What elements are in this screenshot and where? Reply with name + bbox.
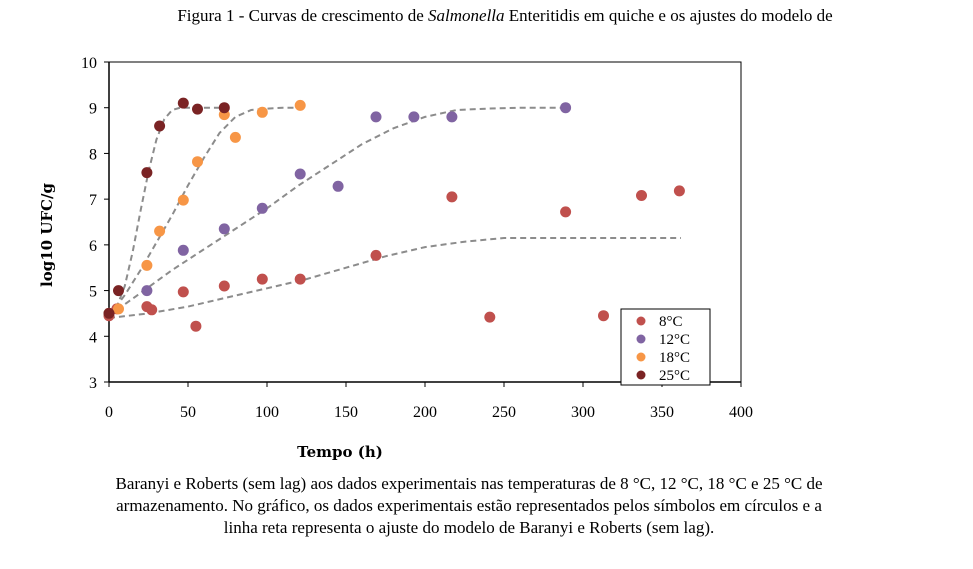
data-point <box>218 102 230 114</box>
data-point <box>294 273 306 285</box>
x-tick-label: 50 <box>180 404 196 421</box>
x-tick-label: 250 <box>492 404 516 421</box>
legend-label: 8°C <box>659 314 683 330</box>
data-point <box>484 311 496 323</box>
x-tick-label: 0 <box>105 404 113 421</box>
x-tick-label: 300 <box>571 404 595 421</box>
caption-top-italic: Salmonella <box>428 6 505 25</box>
data-point <box>446 111 458 123</box>
data-point <box>177 194 189 206</box>
x-axis-label: Tempo (h) <box>297 443 383 461</box>
caption-bottom-line-1: Baranyi e Roberts (sem lag) aos dados ex… <box>115 474 823 493</box>
fit-curve <box>108 237 681 319</box>
x-tick-label: 400 <box>729 404 753 421</box>
data-point <box>256 202 268 214</box>
y-tick-label: 5 <box>89 284 97 301</box>
data-point <box>113 285 124 297</box>
fit-curve <box>108 106 301 317</box>
data-point <box>446 191 458 203</box>
data-point <box>177 97 189 109</box>
data-point <box>113 303 124 315</box>
legend-box <box>620 308 711 386</box>
data-point <box>190 320 202 332</box>
legend-label: 25°C <box>659 368 690 384</box>
y-tick-label: 3 <box>89 375 97 392</box>
x-tick-label: 200 <box>413 404 437 421</box>
data-point <box>598 310 609 322</box>
data-point <box>332 180 344 192</box>
fit-curve <box>108 106 228 317</box>
fit-curve <box>108 106 566 317</box>
data-point <box>103 307 115 319</box>
caption-bottom-line-2: armazenamento. No gráfico, os dados expe… <box>116 496 822 515</box>
y-tick-label: 9 <box>89 101 97 118</box>
data-point <box>154 225 166 237</box>
data-point <box>370 249 382 261</box>
data-point <box>218 280 230 292</box>
y-tick-label: 4 <box>89 329 97 346</box>
data-point <box>560 206 572 218</box>
data-point <box>256 106 268 118</box>
data-point <box>141 259 153 271</box>
data-points-layer <box>103 97 685 332</box>
data-point <box>636 190 647 201</box>
x-tick-label: 350 <box>650 404 674 421</box>
legend-label: 12°C <box>659 332 690 348</box>
x-tick-label: 100 <box>255 404 279 421</box>
data-point <box>294 99 306 111</box>
x-tick-label: 150 <box>334 404 358 421</box>
data-point <box>192 103 203 115</box>
data-point <box>154 120 166 132</box>
data-point <box>256 273 268 285</box>
data-point <box>294 168 306 180</box>
data-point <box>177 286 189 298</box>
fit-curves-layer <box>108 106 681 319</box>
data-point <box>177 244 189 256</box>
y-tick-label: 6 <box>89 238 97 255</box>
data-point <box>560 102 572 114</box>
y-axis-label: log10 UFC/g <box>38 183 56 287</box>
data-point <box>218 223 230 235</box>
legend-marker <box>636 316 646 326</box>
legend-label: 18°C <box>659 350 690 366</box>
data-point <box>673 185 685 197</box>
data-point <box>192 156 203 168</box>
legend-marker <box>636 370 646 380</box>
y-tick-label: 10 <box>81 55 97 72</box>
figure-caption-bottom: Baranyi e Roberts (sem lag) aos dados ex… <box>0 473 938 539</box>
caption-top-prefix: Figura 1 - Curvas de crescimento de <box>177 6 429 25</box>
caption-top-suffix: Enteritidis em quiche e os ajustes do mo… <box>504 6 833 25</box>
legend: 8°C 12°C 18°C 25°C <box>620 308 711 386</box>
legend-marker <box>636 352 646 362</box>
y-tick-label: 7 <box>89 192 97 209</box>
data-point <box>141 167 153 179</box>
y-tick-label: 8 <box>89 146 97 163</box>
data-point <box>229 131 241 143</box>
data-point <box>370 111 382 123</box>
data-point <box>408 111 420 123</box>
figure-caption-top: Figura 1 - Curvas de crescimento de Salm… <box>0 6 973 26</box>
data-point <box>141 285 153 297</box>
data-point <box>146 304 158 316</box>
legend-marker <box>636 334 646 344</box>
caption-bottom-line-3: linha reta representa o ajuste do modelo… <box>223 518 715 537</box>
